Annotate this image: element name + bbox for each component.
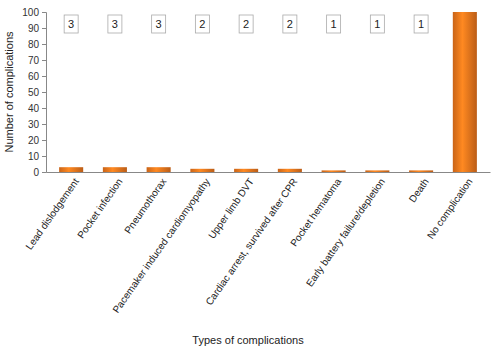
y-axis-line: [42, 13, 47, 173]
y-tick-label: 70: [28, 55, 40, 66]
data-label: 3: [112, 18, 118, 30]
y-tick: 80: [28, 39, 46, 50]
y-axis: 0 10 20 30 40 50 60 70 80 90 100: [22, 7, 46, 178]
y-tick: 40: [28, 103, 46, 114]
y-tick-label: 50: [28, 87, 40, 98]
data-label: 1: [418, 18, 424, 30]
y-tick-mark: [42, 156, 46, 157]
data-label-box: [414, 15, 428, 33]
x-axis: Lead dislodgementPocket infectionPneumot…: [23, 172, 490, 315]
x-tick: Cardiac arrest, survived after CPR: [203, 172, 299, 307]
bar: [147, 167, 171, 172]
x-tick-label: Pneumothorax: [122, 176, 168, 236]
chart: 0102030405060708090100Lead dislodgementP…: [0, 0, 500, 354]
y-tick-label: 30: [28, 119, 40, 130]
y-tick-mark: [42, 12, 46, 13]
x-tick: No complication: [425, 172, 475, 241]
y-tick-mark: [42, 172, 46, 173]
x-axis-title: Types of complications: [192, 334, 304, 346]
y-axis-title: Number of complications: [3, 31, 15, 153]
bar: [190, 169, 214, 172]
data-label-box: [239, 15, 253, 33]
x-tick-label: Pocket infection: [75, 176, 125, 240]
bar: [453, 12, 477, 172]
y-tick: 100: [22, 7, 46, 18]
y-tick: 30: [28, 119, 46, 130]
data-labels: 3 3 3 2 2 2 1 1 1: [64, 15, 428, 33]
y-tick-mark: [42, 108, 46, 109]
x-axis-line: [47, 172, 491, 173]
y-tick-mark: [42, 76, 46, 77]
x-tick-label: No complication: [425, 176, 475, 241]
bars: [59, 12, 477, 172]
bar: [59, 167, 83, 172]
x-tick: Death: [407, 172, 431, 204]
data-label: 2: [199, 18, 205, 30]
y-tick-mark: [42, 28, 46, 29]
y-tick: 10: [28, 151, 46, 162]
x-tick: Early battery failure/depletion: [304, 172, 387, 289]
y-tick-label: 10: [28, 151, 40, 162]
y-tick-mark: [42, 140, 46, 141]
y-tick-mark: [42, 124, 46, 125]
y-tick-mark: [42, 60, 46, 61]
data-label: 2: [287, 18, 293, 30]
x-tick-label: Upper limb DVT: [206, 176, 256, 241]
data-label-box: [327, 15, 341, 33]
x-tick: Pacemaker induced cardiomyopathy: [110, 172, 212, 315]
y-tick: 70: [28, 55, 46, 66]
data-label-box: [152, 15, 166, 33]
y-tick-label: 80: [28, 39, 40, 50]
data-label: 3: [156, 18, 162, 30]
x-tick: Lead dislodgement: [23, 172, 81, 252]
y-tick: 50: [28, 87, 46, 98]
bar: [234, 169, 258, 172]
y-tick: 60: [28, 71, 46, 82]
x-tick-label: Lead dislodgement: [23, 176, 81, 252]
y-tick-mark: [42, 92, 46, 93]
y-tick-label: 60: [28, 71, 40, 82]
y-tick-label: 90: [28, 23, 40, 34]
y-tick-label: 100: [22, 7, 39, 18]
data-label: 1: [374, 18, 380, 30]
y-tick-mark: [42, 44, 46, 45]
bar: [365, 170, 389, 172]
y-tick-label: 40: [28, 103, 40, 114]
data-label-box: [370, 15, 384, 33]
x-tick: Pneumothorax: [122, 172, 168, 236]
y-tick-label: 0: [33, 167, 39, 178]
y-tick: 0: [33, 167, 46, 178]
data-label-box: [108, 15, 122, 33]
y-tick-label: 20: [28, 135, 40, 146]
data-label: 1: [331, 18, 337, 30]
data-label: 2: [243, 18, 249, 30]
x-tick-label: Death: [407, 176, 431, 204]
bar: [409, 170, 433, 172]
y-tick: 90: [28, 23, 46, 34]
x-tick-label: Cardiac arrest, survived after CPR: [203, 176, 299, 307]
plot: 0102030405060708090100Lead dislodgementP…: [22, 7, 490, 315]
bar: [103, 167, 127, 172]
data-label-box: [283, 15, 297, 33]
bar: [278, 169, 302, 172]
x-tick: Upper limb DVT: [206, 172, 256, 241]
x-tick: Pocket infection: [75, 172, 125, 240]
x-tick-label: Early battery failure/depletion: [304, 176, 387, 288]
y-tick: 20: [28, 135, 46, 146]
x-tick-label: Pacemaker induced cardiomyopathy: [110, 176, 212, 315]
data-label-box: [64, 15, 78, 33]
bar: [322, 170, 346, 172]
data-label-box: [195, 15, 209, 33]
data-label: 3: [68, 18, 74, 30]
